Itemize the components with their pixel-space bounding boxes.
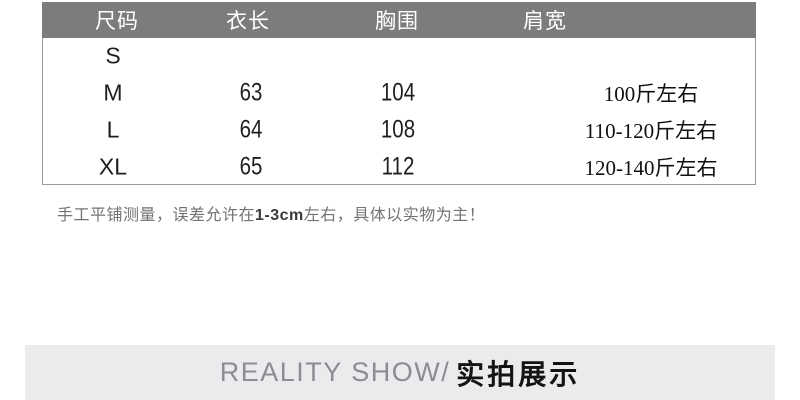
cell-size: XL [98, 153, 128, 180]
cell-bust: 108 [380, 115, 416, 144]
table-row-s: S [43, 38, 755, 75]
size-chart-table: 尺码 衣长 胸围 肩宽 S M 63 104 100斤左右 L 64 108 1… [42, 2, 756, 185]
cell-length: 64 [239, 115, 263, 144]
banner-latin-title: REALITY SHOW/ [219, 357, 451, 387]
cell-bust: 104 [380, 78, 416, 107]
cell-size: L [106, 116, 120, 143]
cell-size: S [105, 42, 121, 69]
reality-show-banner: REALITY SHOW/ 实拍展示 [25, 345, 775, 400]
banner-chinese-title: 实拍展示 [456, 358, 581, 390]
measurement-note: 手工平铺测量，误差允许在1-3cm左右，具体以实物为主！ [57, 201, 485, 225]
table-row-m: M 63 104 100斤左右 [43, 75, 755, 112]
table-row-xl: XL 65 112 120-140斤左右 [43, 148, 755, 185]
table-row-l: L 64 108 110-120斤左右 [43, 112, 755, 149]
cell-shoulder: 100斤左右 [603, 82, 699, 107]
cell-length: 63 [239, 78, 263, 107]
header-garment-length: 衣长 [226, 10, 270, 33]
header-size: 尺码 [95, 10, 139, 33]
cell-shoulder: 120-140斤左右 [584, 155, 718, 180]
size-chart-header-row: 尺码 衣长 胸围 肩宽 [42, 2, 756, 38]
header-bust: 胸围 [375, 10, 419, 33]
note-emphasis: 1-3cm [255, 207, 304, 224]
cell-length: 65 [239, 152, 263, 181]
note-pre: 手工平铺测量，误差允许在 [57, 207, 256, 224]
note-post: 左右，具体以实物为主！ [303, 207, 486, 224]
header-shoulder: 肩宽 [523, 10, 567, 33]
size-chart-body: S M 63 104 100斤左右 L 64 108 110-120斤左右 XL… [42, 38, 756, 185]
cell-shoulder: 110-120斤左右 [584, 118, 718, 143]
cell-size: M [103, 79, 123, 106]
cell-bust: 112 [381, 152, 415, 181]
